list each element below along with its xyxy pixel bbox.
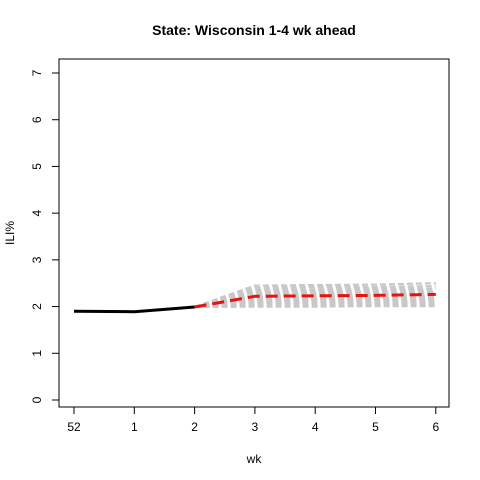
y-tick-label: 6 xyxy=(30,116,44,123)
ensemble-line xyxy=(194,303,436,309)
x-axis: 52 1 2 3 4 5 6 xyxy=(67,406,439,434)
ensemble-line xyxy=(194,305,436,309)
y-tick-label: 0 xyxy=(30,396,44,403)
forecast-line xyxy=(194,292,436,309)
observed-line xyxy=(73,305,195,314)
x-tick-label: 1 xyxy=(131,420,138,434)
y-tick-label: 2 xyxy=(30,303,44,310)
x-tick-label: 3 xyxy=(252,420,259,434)
ensemble-line xyxy=(194,289,436,309)
x-tick-label: 4 xyxy=(312,420,319,434)
ensemble-line xyxy=(194,284,436,309)
series-lines xyxy=(73,292,436,314)
chart-title: State: Wisconsin 1-4 wk ahead xyxy=(152,22,356,38)
y-tick-label: 7 xyxy=(30,69,44,76)
x-tick-label: 5 xyxy=(372,420,379,434)
x-tick-label: 2 xyxy=(191,420,198,434)
x-tick-label: 6 xyxy=(432,420,439,434)
plot-frame xyxy=(58,58,450,408)
y-tick-label: 5 xyxy=(30,163,44,170)
x-tick-label: 52 xyxy=(67,420,81,434)
x-axis-label: wk xyxy=(246,452,263,466)
y-axis-label: ILI% xyxy=(3,221,17,245)
y-axis: 0 1 2 3 4 5 6 7 xyxy=(30,69,60,403)
y-tick-label: 3 xyxy=(30,256,44,263)
ensemble-line xyxy=(194,287,436,309)
y-tick-label: 4 xyxy=(30,209,44,216)
y-tick-label: 1 xyxy=(30,350,44,357)
